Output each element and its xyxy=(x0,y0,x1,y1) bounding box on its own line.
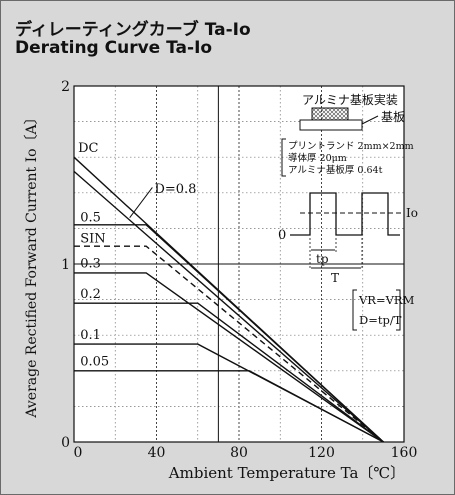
waveform-zero: 0 xyxy=(278,228,286,243)
x-tick-label: 160 xyxy=(391,445,418,461)
spec-conductor: 導体厚 20μm xyxy=(288,152,347,164)
series-line xyxy=(74,370,384,443)
series-label: 0.1 xyxy=(80,328,101,343)
waveform-io: Io xyxy=(406,206,418,220)
y-tick-label: 0 xyxy=(61,435,70,451)
component-package xyxy=(311,107,349,121)
spec-bracket xyxy=(281,138,286,177)
condition-vr: VR=VRM xyxy=(358,293,415,307)
waveform-inset: 0 Io tp T xyxy=(278,192,418,285)
series-label: 0.5 xyxy=(80,210,101,225)
y-tick-label: 1 xyxy=(61,257,70,273)
substrate-inset: アルミナ基板実装 基板 プリントランド 2mm×2mm 導体厚 20μm アルミ… xyxy=(281,92,414,177)
condition-box: VR=VRM D=tp/T xyxy=(352,289,415,331)
x-tick-label: 40 xyxy=(148,445,166,461)
series-label: D=0.8 xyxy=(154,182,196,197)
x-tick-label: 80 xyxy=(230,445,248,461)
x-tick-label: 0 xyxy=(74,445,83,461)
y-axis-label: Average Rectified Forward Current Io〔A〕 xyxy=(24,110,40,418)
series-line xyxy=(73,170,384,443)
x-tick-label: 120 xyxy=(308,445,335,461)
condition-duty: D=tp/T xyxy=(359,313,402,327)
spec-land: プリントランド 2mm×2mm xyxy=(288,141,414,152)
pulse-waveform xyxy=(290,192,400,236)
tick-labels: 0 40 80 120 160 0 1 2 xyxy=(61,79,417,461)
series-line xyxy=(74,302,384,443)
waveform-T: T xyxy=(331,271,339,285)
substrate-title: アルミナ基板実装 xyxy=(302,92,398,107)
series-labels: DC D=0.8 0.5 SIN 0.3 0.2 0.1 0.05 xyxy=(78,141,196,370)
substrate-board xyxy=(299,119,363,131)
spec-thickness: アルミナ基板厚 0.64t xyxy=(288,164,383,176)
series-line xyxy=(74,224,384,443)
chart-title-jp: ディレーティングカーブ Ta-Io xyxy=(15,20,251,40)
plot-border xyxy=(73,85,405,443)
y-tick-label: 2 xyxy=(61,79,70,95)
condition-bracket-right xyxy=(396,289,401,331)
reference-lines xyxy=(74,86,404,442)
series-line xyxy=(74,245,384,443)
x-axis-label: Ambient Temperature Ta〔℃〕 xyxy=(168,464,405,482)
series-label: 0.2 xyxy=(80,287,101,302)
series-label: DC xyxy=(78,141,98,156)
waveform-tp: tp xyxy=(316,252,329,266)
series-label: SIN xyxy=(80,232,105,247)
substrate-leader xyxy=(361,115,379,125)
chart-title-en: Derating Curve Ta-Io xyxy=(15,38,213,58)
label-leader xyxy=(129,187,153,219)
series-group xyxy=(73,156,384,443)
substrate-label: 基板 xyxy=(381,110,405,124)
series-line xyxy=(74,272,384,443)
series-label: 0.3 xyxy=(80,257,101,272)
condition-bracket-left xyxy=(352,289,357,331)
series-label: 0.05 xyxy=(80,354,109,369)
